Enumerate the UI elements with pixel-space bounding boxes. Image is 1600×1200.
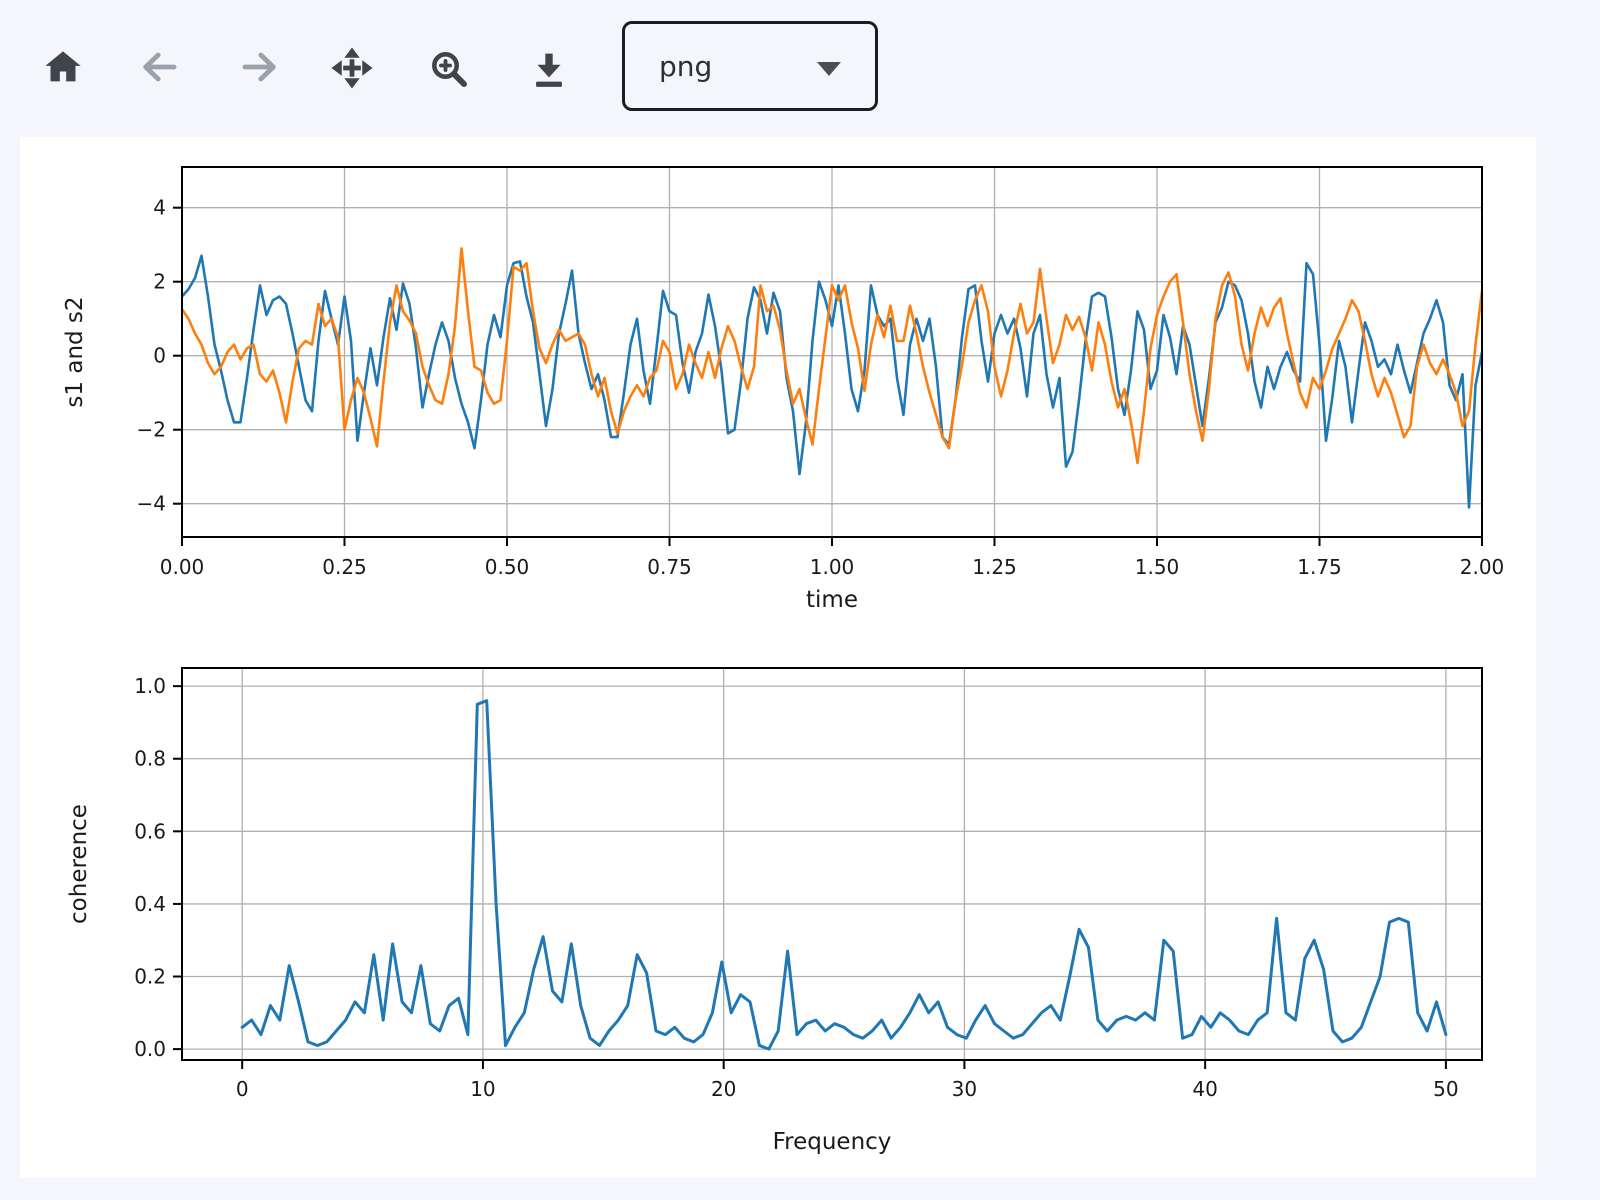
- x-tick-label: 2.00: [1460, 555, 1505, 579]
- y-tick-label: 0.6: [134, 819, 166, 843]
- matplotlib-figure: 0.00 0.25 0.50 0.75 1.00 1.25 1.50 1.75 2.00−4−2…: [62, 166, 1505, 1155]
- x-tick-label: 0: [236, 1077, 249, 1101]
- x-tick-label: 30: [952, 1077, 977, 1101]
- arrow-left-icon: [139, 47, 179, 87]
- format-select-value: png: [659, 49, 713, 83]
- y-tick-label: 2: [153, 270, 166, 294]
- y-tick-label: 0.0: [134, 1037, 166, 1061]
- x-tick-label: 0.50: [485, 555, 530, 579]
- x-tick-label: 1.00: [810, 555, 855, 579]
- zoom-in-icon: [428, 48, 470, 90]
- series-s1: [182, 254, 1482, 509]
- x-axis-label: Frequency: [773, 1129, 892, 1155]
- y-tick-label: −4: [137, 492, 166, 516]
- caret-down-icon: [815, 60, 843, 82]
- forward-button[interactable]: [232, 39, 288, 95]
- y-tick-label: 0: [153, 344, 166, 368]
- series-s2: [182, 247, 1482, 465]
- download-icon: [528, 48, 570, 90]
- x-tick-label: 50: [1433, 1077, 1458, 1101]
- y-tick-label: −2: [137, 418, 166, 442]
- y-axis-label: s1 and s2: [62, 296, 88, 407]
- x-tick-label: 10: [470, 1077, 495, 1101]
- pan-button[interactable]: [324, 40, 380, 96]
- axes-spines: [181, 667, 1483, 1061]
- y-tick-label: 0.2: [134, 965, 166, 989]
- x-tick-label: 1.50: [1135, 555, 1180, 579]
- arrow-right-icon: [240, 47, 280, 87]
- format-select[interactable]: png: [622, 21, 878, 111]
- home-icon: [43, 47, 83, 87]
- x-tick-label: 0.25: [322, 555, 367, 579]
- pan-arrows-icon: [330, 46, 374, 90]
- plot-toolbar: png: [0, 0, 1600, 137]
- home-button[interactable]: [35, 39, 91, 95]
- x-tick-label: 1.25: [972, 555, 1017, 579]
- series-coherence: [240, 699, 1448, 1051]
- y-tick-label: 0.4: [134, 892, 166, 916]
- y-tick-label: 1.0: [134, 674, 166, 698]
- y-axis-label: coherence: [66, 804, 92, 924]
- x-tick-label: 1.75: [1297, 555, 1342, 579]
- y-tick-label: 0.8: [134, 747, 166, 771]
- x-tick-label: 40: [1192, 1077, 1217, 1101]
- zoom-button[interactable]: [421, 41, 477, 97]
- download-button[interactable]: [521, 41, 577, 97]
- x-tick-label: 0.75: [647, 555, 692, 579]
- y-tick-label: 4: [153, 196, 166, 220]
- x-tick-label: 0.00: [160, 555, 205, 579]
- x-tick-label: 20: [711, 1077, 736, 1101]
- figure-canvas[interactable]: 0.00 0.25 0.50 0.75 1.00 1.25 1.50 1.75 2.00 −4 −2…: [20, 137, 1536, 1178]
- x-axis-label: time: [806, 587, 858, 613]
- back-button[interactable]: [131, 39, 187, 95]
